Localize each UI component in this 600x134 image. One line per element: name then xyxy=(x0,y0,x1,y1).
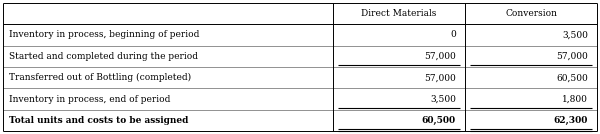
Text: 57,000: 57,000 xyxy=(556,52,588,61)
Text: 57,000: 57,000 xyxy=(424,52,456,61)
Text: Inventory in process, end of period: Inventory in process, end of period xyxy=(9,95,170,104)
Text: Started and completed during the period: Started and completed during the period xyxy=(9,52,198,61)
Text: Transferred out of Bottling (completed): Transferred out of Bottling (completed) xyxy=(9,73,191,82)
Text: Direct Materials: Direct Materials xyxy=(361,9,437,18)
Text: 60,500: 60,500 xyxy=(556,73,588,82)
Text: 0: 0 xyxy=(450,30,456,39)
Text: Inventory in process, beginning of period: Inventory in process, beginning of perio… xyxy=(9,30,199,39)
Text: Total units and costs to be assigned: Total units and costs to be assigned xyxy=(9,116,188,125)
Text: 1,800: 1,800 xyxy=(562,95,588,104)
Text: 57,000: 57,000 xyxy=(424,73,456,82)
Text: 62,300: 62,300 xyxy=(554,116,588,125)
Text: Conversion: Conversion xyxy=(505,9,557,18)
Text: 3,500: 3,500 xyxy=(562,30,588,39)
Text: 60,500: 60,500 xyxy=(422,116,456,125)
Text: 3,500: 3,500 xyxy=(430,95,456,104)
